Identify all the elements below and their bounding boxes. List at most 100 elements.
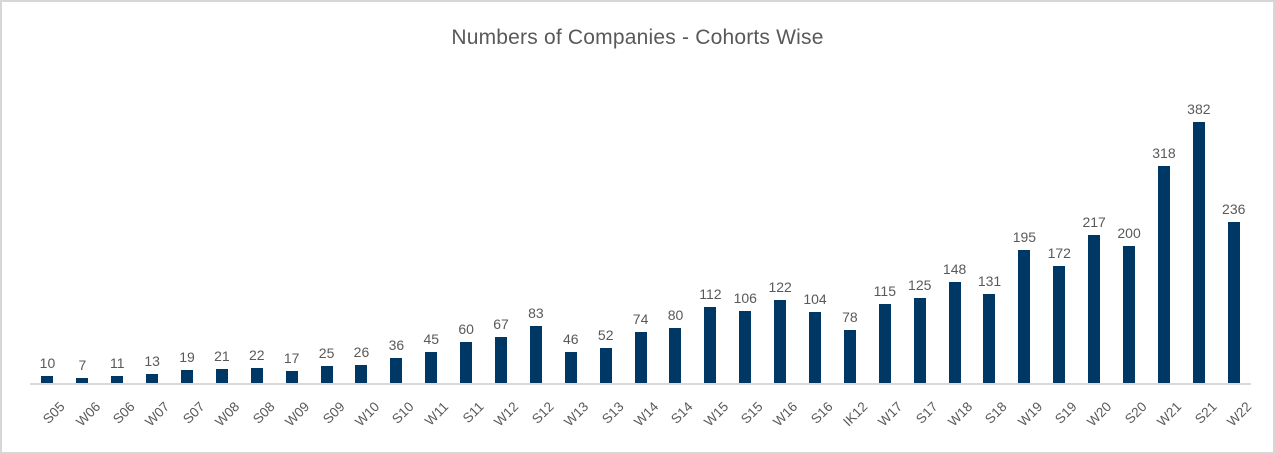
bar-slot: 60 <box>449 321 484 383</box>
bar-S12 <box>529 326 542 383</box>
x-tick-cell: W06 <box>65 392 103 452</box>
x-tick-cell: W17 <box>867 392 905 452</box>
bar-value-label: 10 <box>39 355 56 372</box>
x-tick-cell: W21 <box>1147 392 1185 452</box>
x-tick-label: W16 <box>770 399 801 430</box>
bar-W07 <box>146 374 159 383</box>
bar-slot: 125 <box>902 277 937 383</box>
bar-S18 <box>983 293 996 383</box>
x-tick-cell: W15 <box>693 392 731 452</box>
x-tick-cell: W22 <box>1216 392 1254 452</box>
x-tick-label: W06 <box>72 399 103 430</box>
bar-value-label: 106 <box>733 289 757 306</box>
bar-slot: 80 <box>658 307 693 383</box>
bar-slot: 382 <box>1181 101 1216 383</box>
x-tick-label: W10 <box>351 399 383 430</box>
bar-slot: 318 <box>1147 145 1182 383</box>
bar-slot: 21 <box>204 348 239 383</box>
x-tick-cell: S20 <box>1112 392 1150 452</box>
bar-S21 <box>1192 122 1205 383</box>
bar-value-label: 125 <box>908 276 932 293</box>
x-tick-cell: W14 <box>623 392 661 452</box>
bar-S14 <box>669 328 682 383</box>
bar-slot: 10 <box>30 355 65 383</box>
bar-W15 <box>704 306 717 383</box>
bar-slot: 78 <box>832 309 867 383</box>
bar-S07 <box>181 370 193 383</box>
bar-S19 <box>1053 265 1066 383</box>
x-tick-cell: W10 <box>344 392 383 452</box>
x-tick-cell: S06 <box>100 392 138 452</box>
bar-slot: 45 <box>414 331 449 383</box>
bar-value-label: 115 <box>873 283 896 300</box>
x-tick-label: W08 <box>212 399 243 430</box>
x-tick-cell: S14 <box>658 392 696 452</box>
bar-slot: 148 <box>937 261 972 383</box>
bar-value-label: 74 <box>632 311 649 328</box>
bar-value-label: 46 <box>563 330 579 347</box>
bar-slot: 52 <box>588 326 623 383</box>
bar-slot: 217 <box>1077 214 1112 383</box>
bar-slot: 26 <box>344 344 379 383</box>
bar-S20 <box>1123 246 1136 383</box>
bar-value-label: 122 <box>768 278 792 295</box>
x-tick-cell: S05 <box>30 392 68 452</box>
bar-value-label: 236 <box>1222 200 1246 217</box>
x-tick-label: W07 <box>142 399 173 430</box>
bar-W08 <box>215 368 228 383</box>
bar-slot: 200 <box>1112 225 1147 383</box>
x-tick-label: W21 <box>1154 399 1185 430</box>
bar-slot: 104 <box>798 291 833 383</box>
bar-value-label: 318 <box>1152 144 1176 161</box>
x-tick-cell: S07 <box>170 392 208 452</box>
x-tick-cell: S18 <box>972 392 1011 452</box>
bar-value-label: 217 <box>1082 213 1106 230</box>
bar-W10 <box>355 365 368 383</box>
bar-value-label: 148 <box>942 260 967 277</box>
bar-value-label: 52 <box>597 326 614 343</box>
bar-value-label: 25 <box>318 344 335 361</box>
bar-slot: 7 <box>65 357 100 383</box>
bar-slot: 36 <box>379 337 414 383</box>
x-tick-cell: S09 <box>309 392 348 452</box>
bar-slot: 25 <box>309 345 344 383</box>
bar-W14 <box>634 332 647 383</box>
bar-W11 <box>425 352 438 383</box>
plot-area: 10 7 11 13 19 21 22 17 25 26 36 45 60 67 83 46 52 74 80 112… <box>30 80 1251 385</box>
bar-slot: 172 <box>1042 245 1077 383</box>
bar-slot: 106 <box>728 290 763 383</box>
bar-W19 <box>1018 249 1031 383</box>
bar-S13 <box>599 347 612 383</box>
x-tick-cell: W12 <box>484 392 522 452</box>
bar-W18 <box>948 281 961 383</box>
bar-value-label: 112 <box>699 285 722 302</box>
bar-W16 <box>774 299 787 383</box>
bar-slot: 19 <box>170 349 205 383</box>
bar-slot: 115 <box>867 283 902 383</box>
bar-value-label: 19 <box>179 349 195 365</box>
x-tick-cell: W18 <box>937 392 976 452</box>
bar-value-label: 78 <box>842 308 858 325</box>
x-tick-cell: S11 <box>449 392 487 452</box>
bar-value-label: 104 <box>803 290 827 307</box>
bar-value-label: 22 <box>249 347 265 363</box>
bar-value-label: 21 <box>214 347 230 364</box>
x-tick-cell: S16 <box>798 392 836 452</box>
x-tick-label: W18 <box>944 399 976 430</box>
bar-slot: 67 <box>484 316 519 383</box>
bar-W17 <box>878 304 891 383</box>
bar-slot: 17 <box>274 350 309 383</box>
bar-slot: 83 <box>518 305 553 383</box>
bar-value-label: 17 <box>283 350 300 367</box>
x-tick-label: W12 <box>491 399 522 430</box>
bar-value-label: 382 <box>1187 101 1211 117</box>
x-tick-cell: S17 <box>902 392 941 452</box>
bar-S16 <box>809 311 822 383</box>
x-tick-label: W11 <box>422 399 452 429</box>
x-axis-labels: S05 W06 S06 W07 S07 W08 S08 W09 S09 W10 S10 W11 S11 W… <box>30 392 1254 452</box>
bar-slot: 11 <box>100 355 135 383</box>
bar-S09 <box>320 365 333 383</box>
bar-value-label: 195 <box>1012 228 1037 245</box>
x-tick-cell: S19 <box>1042 392 1080 452</box>
